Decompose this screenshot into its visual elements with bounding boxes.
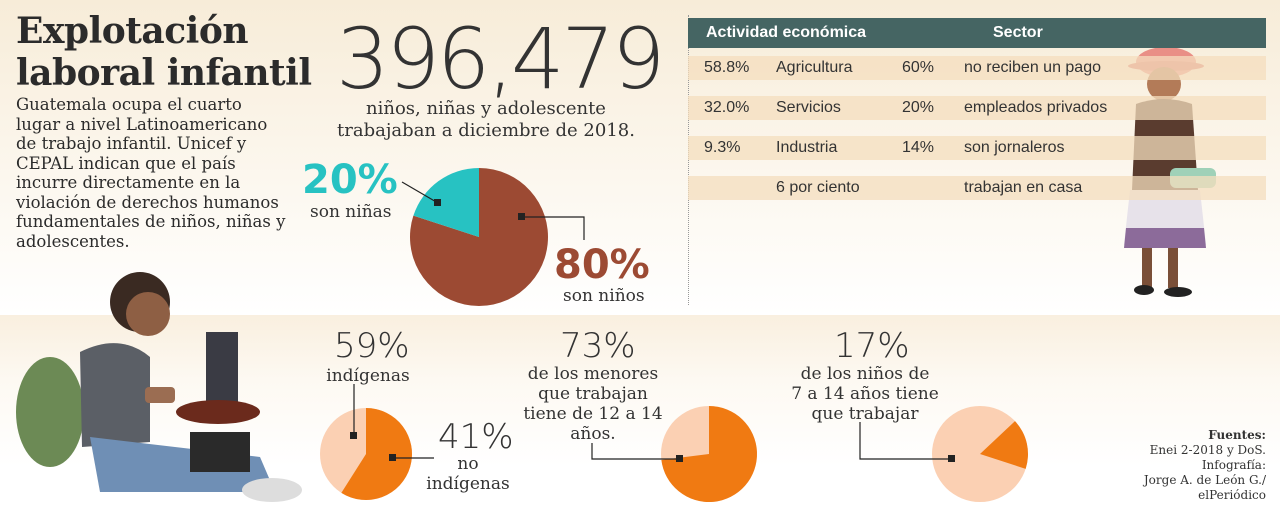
girls-leader-line	[401, 181, 439, 204]
row-sector-name: no reciben un pago	[964, 59, 1101, 76]
boys-leader-line	[522, 216, 585, 240]
sources-credits: Fuentes: Enei 2-2018 y DoS. Infografía: …	[1144, 428, 1266, 503]
indigenous-leader-dot	[350, 432, 357, 439]
pie-slice-girls	[413, 168, 479, 237]
row-activity-name: Industria	[776, 139, 838, 156]
indigenous-percentage: 59%	[334, 326, 410, 366]
young-percentage: 17%	[834, 326, 910, 366]
age-pie-chart	[661, 406, 757, 502]
boys-label: son niños	[563, 286, 645, 306]
girls-leader-dot	[434, 199, 441, 206]
row-sector-percent: 20%	[902, 99, 935, 116]
row-sector-percent: 14%	[902, 139, 935, 156]
gender-pie-chart	[410, 168, 548, 306]
non-indigenous-label-line-1: no	[457, 454, 479, 474]
headline-caption-line-1: niños, niñas y adolescente	[366, 98, 606, 119]
title-line-2: laboral infantil	[16, 52, 312, 94]
age-label-line-4: años.	[570, 424, 616, 444]
row-sector-name: empleados privados	[964, 99, 1108, 116]
boys-leader-dot	[518, 213, 525, 220]
row-activity-percent: 58.8%	[704, 59, 750, 76]
age-label-line-3: tiene de 12 a 14	[523, 404, 663, 424]
sources-line-2: Infografía:	[1201, 458, 1266, 472]
boys-percentage: 80%	[554, 242, 650, 288]
non-indigenous-leader-dot	[389, 454, 396, 461]
row-activity-name: Servicios	[776, 99, 841, 116]
young-label: de los niños de 7 a 14 años tiene que tr…	[790, 364, 940, 424]
table-row: 32.0% Servicios 20% empleados privados	[688, 88, 1266, 128]
indigenous-label: indígenas	[326, 366, 410, 386]
row-sector-name: son jornaleros	[964, 139, 1065, 156]
table-row-band	[688, 96, 1266, 120]
table-row-band	[688, 56, 1266, 80]
age-leader-dot	[676, 455, 683, 462]
pie-slice-value	[661, 406, 757, 502]
headline-caption-line-2: trabajaban a diciembre de 2018.	[337, 120, 635, 141]
non-indigenous-percentage: 41%	[438, 417, 514, 457]
age-leader-line	[591, 443, 680, 460]
non-indigenous-label-line-2: indígenas	[426, 474, 510, 494]
non-indigenous-label: no indígenas	[414, 454, 522, 494]
young-leader-line	[859, 422, 952, 460]
economic-activity-table: Actividad económica Sector 58.8% Agricul…	[688, 18, 1266, 208]
young-label-line-3: que trabajar	[811, 404, 919, 424]
table-row: 9.3% Industria 14% son jornaleros	[688, 128, 1266, 168]
sources-line-3: Jorge A. de León G./	[1143, 473, 1266, 487]
shoeshine-boy-illustration	[16, 272, 302, 502]
age-label-line-1: de los menores	[527, 364, 659, 384]
young-pie-chart	[932, 406, 1028, 502]
girls-label: son niñas	[310, 202, 392, 222]
intro-text: Guatemala ocupa el cuarto lugar a nivel …	[16, 95, 286, 251]
girls-percentage: 20%	[302, 157, 398, 203]
sources-line-1: Enei 2-2018 y DoS.	[1149, 443, 1266, 457]
age-label: de los menores que trabajan tiene de 12 …	[520, 364, 666, 444]
sources-line-4: elPeriódico	[1198, 488, 1266, 502]
section-divider	[688, 15, 689, 305]
row-sector-name: trabajan en casa	[964, 179, 1083, 196]
young-label-line-2: 7 a 14 años tiene	[791, 384, 939, 404]
row-activity-name: 6 por ciento	[776, 179, 860, 196]
page-title: Explotación laboral infantil	[16, 10, 312, 94]
table-row: 58.8% Agricultura 60% no reciben un pago	[688, 48, 1266, 88]
indigenous-pie-chart	[320, 408, 412, 500]
pie-slice-value	[980, 421, 1028, 469]
table-row-band	[688, 176, 1266, 200]
sources-heading: Fuentes:	[1208, 428, 1266, 442]
age-percentage: 73%	[560, 326, 636, 366]
pie-slice-value	[341, 408, 412, 500]
row-activity-name: Agricultura	[776, 59, 853, 76]
row-activity-percent: 9.3%	[704, 139, 741, 156]
young-label-line-1: de los niños de	[800, 364, 930, 384]
title-line-1: Explotación	[16, 10, 248, 52]
headline-caption: niños, niñas y adolescente trabajaban a …	[336, 98, 636, 142]
headline-number: 396,479	[336, 10, 665, 108]
table-row-band	[688, 136, 1266, 160]
table-header-sector: Sector	[993, 24, 1043, 41]
table-row: 6 por ciento trabajan en casa	[688, 168, 1266, 208]
row-sector-percent: 60%	[902, 59, 935, 76]
table-header-activity: Actividad económica	[706, 24, 867, 41]
young-leader-dot	[948, 455, 955, 462]
table-header: Actividad económica Sector	[688, 18, 1266, 48]
row-activity-percent: 32.0%	[704, 99, 750, 116]
age-label-line-2: que trabajan	[538, 384, 648, 404]
